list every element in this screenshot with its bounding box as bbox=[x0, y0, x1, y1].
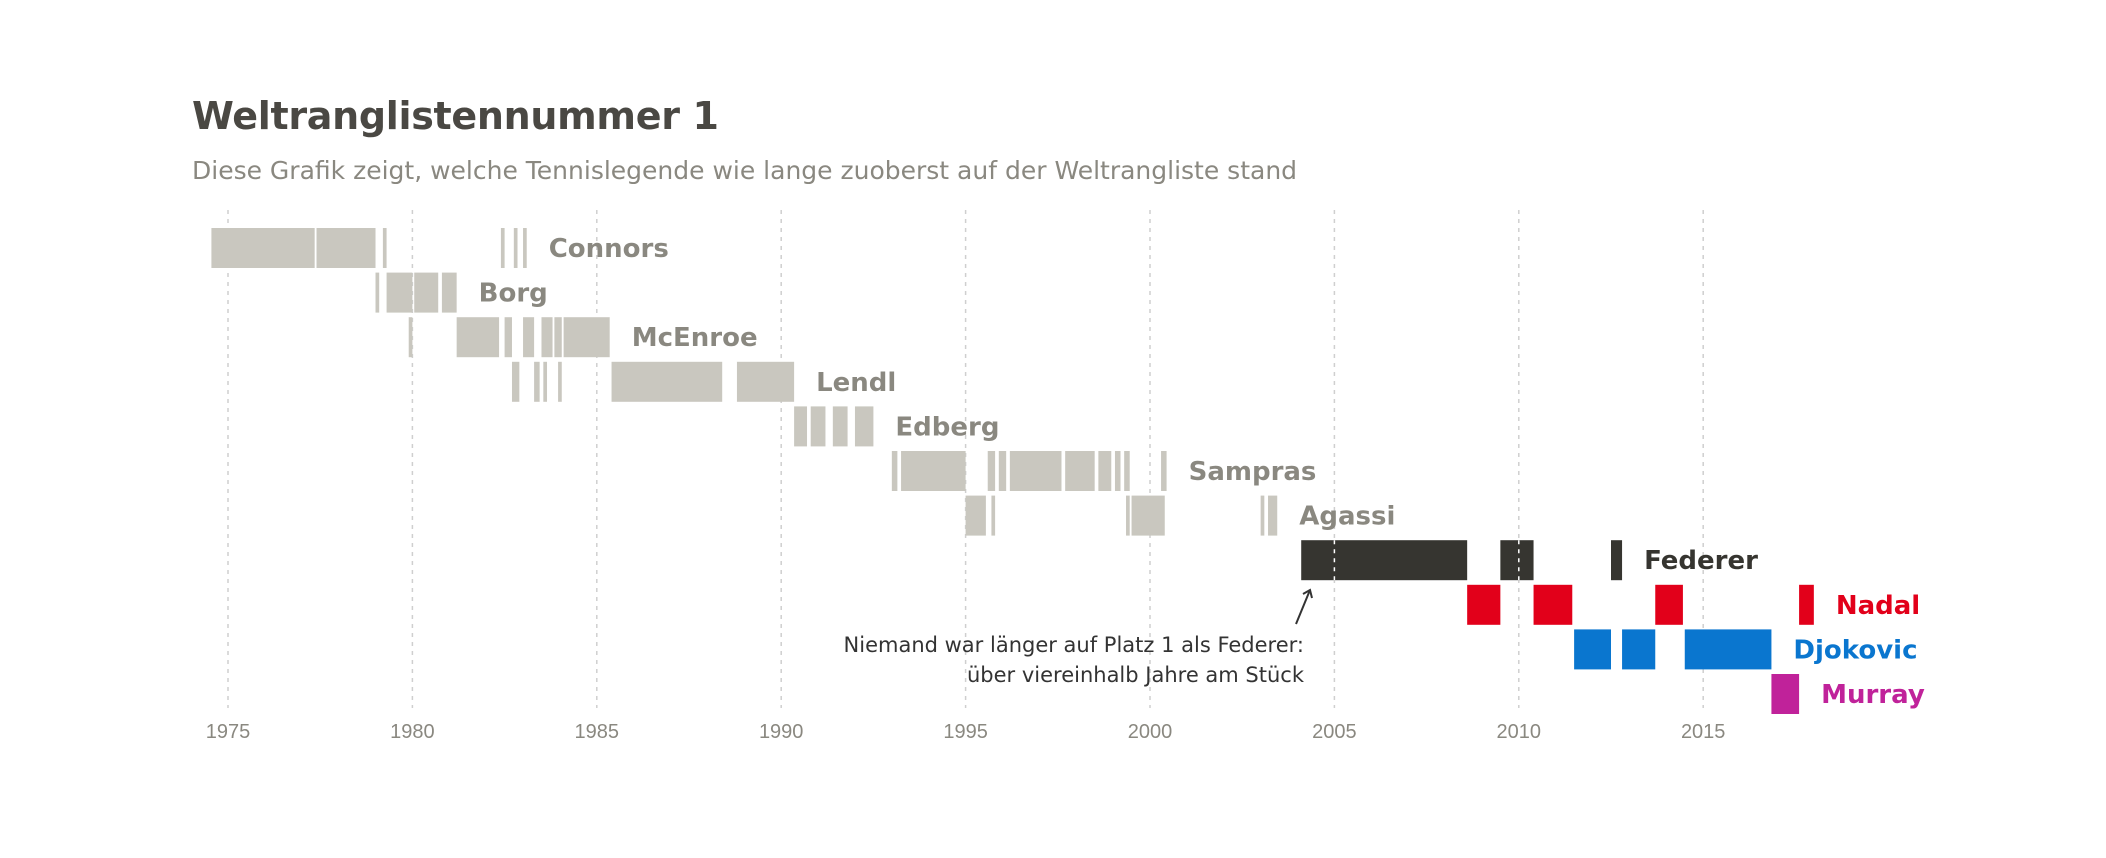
period-bar-edberg bbox=[832, 406, 848, 447]
player-label-mcenroe: McEnroe bbox=[632, 323, 758, 353]
period-bar-agassi bbox=[1126, 495, 1130, 536]
player-label-lendl: Lendl bbox=[816, 368, 896, 398]
annotation-arrow-shaft bbox=[1295, 589, 1311, 625]
period-bar-sampras bbox=[1065, 451, 1095, 491]
period-bar-nadal bbox=[1533, 584, 1573, 625]
period-bar-connors bbox=[513, 228, 518, 268]
period-bar-connors bbox=[500, 228, 505, 268]
period-bar-mcenroe bbox=[504, 317, 512, 358]
annotation-line-2: über viereinhalb Jahre am Stück bbox=[967, 663, 1305, 687]
period-bar-djokovic bbox=[1684, 629, 1772, 670]
period-bar-connors bbox=[316, 228, 376, 268]
x-tick-label: 1980 bbox=[390, 721, 435, 743]
period-bar-sampras bbox=[1114, 451, 1121, 491]
period-bar-mcenroe bbox=[541, 317, 553, 358]
chart-subtitle: Diese Grafik zeigt, welche Tennislegende… bbox=[192, 156, 1298, 185]
x-tick-label: 1995 bbox=[943, 721, 988, 743]
period-bar-mcenroe bbox=[563, 317, 610, 358]
period-bar-djokovic bbox=[1574, 629, 1611, 670]
period-bar-agassi bbox=[1131, 495, 1165, 536]
player-label-sampras: Sampras bbox=[1189, 457, 1317, 487]
period-bar-federer bbox=[1611, 540, 1623, 581]
period-bar-connors bbox=[382, 228, 387, 268]
period-bar-mcenroe bbox=[554, 317, 562, 358]
period-bar-borg bbox=[386, 272, 413, 313]
period-bar-lendl bbox=[534, 361, 540, 402]
period-bar-djokovic bbox=[1622, 629, 1656, 670]
period-bar-edberg bbox=[810, 406, 826, 447]
period-bar-mcenroe bbox=[456, 317, 500, 358]
player-label-nadal: Nadal bbox=[1836, 591, 1920, 621]
period-bar-sampras bbox=[998, 451, 1007, 491]
period-bar-borg bbox=[375, 272, 380, 313]
period-bar-nadal bbox=[1655, 584, 1683, 625]
period-bar-connors bbox=[523, 228, 527, 268]
period-bar-mcenroe bbox=[408, 317, 413, 358]
player-label-murray: Murray bbox=[1821, 680, 1925, 710]
period-bar-sampras bbox=[901, 451, 966, 491]
period-bar-borg bbox=[441, 272, 457, 313]
period-bar-lendl bbox=[543, 361, 548, 402]
period-bar-lendl bbox=[558, 361, 562, 402]
x-tick-label: 1990 bbox=[759, 721, 804, 743]
period-bar-sampras bbox=[1098, 451, 1112, 491]
annotation-arrow-head bbox=[1302, 588, 1313, 599]
period-bar-agassi bbox=[965, 495, 986, 536]
period-bars bbox=[211, 228, 1814, 714]
period-bar-edberg bbox=[794, 406, 808, 447]
period-bar-agassi bbox=[1260, 495, 1265, 536]
period-bar-lendl bbox=[511, 361, 520, 402]
period-bar-sampras bbox=[891, 451, 898, 491]
player-label-federer: Federer bbox=[1644, 546, 1758, 576]
period-bar-connors bbox=[211, 228, 315, 268]
x-tick-label: 1975 bbox=[206, 721, 251, 743]
period-bar-lendl bbox=[736, 361, 795, 402]
period-bar-lendl bbox=[611, 361, 723, 402]
period-bar-edberg bbox=[854, 406, 874, 447]
x-tick-label: 2005 bbox=[1312, 721, 1357, 743]
period-bar-sampras bbox=[1124, 451, 1130, 491]
period-bar-sampras bbox=[1161, 451, 1167, 491]
period-bar-agassi bbox=[991, 495, 996, 536]
period-bar-nadal bbox=[1799, 584, 1814, 625]
period-bar-federer bbox=[1301, 540, 1468, 581]
federer-annotation: Niemand war länger auf Platz 1 als Feder… bbox=[844, 588, 1313, 687]
gridlines bbox=[227, 210, 1704, 708]
period-bar-sampras bbox=[1009, 451, 1062, 491]
period-bar-mcenroe bbox=[523, 317, 535, 358]
x-tick-label: 1985 bbox=[575, 721, 620, 743]
period-bar-federer bbox=[1500, 540, 1534, 581]
annotation-line-1: Niemand war länger auf Platz 1 als Feder… bbox=[844, 633, 1304, 657]
period-bar-murray bbox=[1771, 674, 1800, 714]
player-label-djokovic: Djokovic bbox=[1793, 635, 1917, 665]
period-bar-borg bbox=[414, 272, 439, 313]
x-tick-label: 2010 bbox=[1497, 721, 1542, 743]
x-tick-label: 2015 bbox=[1681, 721, 1726, 743]
player-label-edberg: Edberg bbox=[895, 412, 999, 442]
x-axis-ticks: 1975 1980 1985 1990 1995 2000 2005 2010 2015 bbox=[206, 721, 1726, 743]
player-label-agassi: Agassi bbox=[1299, 502, 1395, 532]
period-bar-agassi bbox=[1268, 495, 1278, 536]
player-label-borg: Borg bbox=[479, 279, 548, 309]
x-tick-label: 2000 bbox=[1128, 721, 1173, 743]
player-label-connors: Connors bbox=[549, 234, 669, 264]
chart-title: Weltranglistennummer 1 bbox=[192, 94, 719, 138]
period-bar-nadal bbox=[1467, 584, 1501, 625]
period-bar-sampras bbox=[987, 451, 996, 491]
